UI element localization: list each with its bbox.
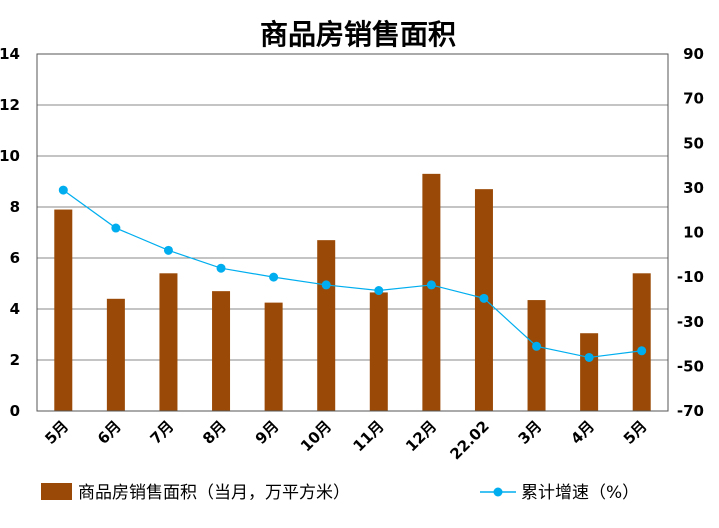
x-axis-tick-label: 11月 — [350, 417, 388, 455]
x-axis-tick-label: 8月 — [199, 417, 230, 448]
x-axis-tick-label: 10月 — [297, 417, 335, 455]
line-series — [58, 185, 647, 362]
line-point — [58, 185, 68, 195]
x-axis-tick-label: 9月 — [252, 417, 283, 448]
right-axis-tick-label: -50 — [677, 357, 704, 375]
x-axis-tick-label: 12月 — [402, 417, 440, 455]
right-axis-tick-label: -10 — [677, 268, 704, 286]
left-axis-tick-label: 4 — [10, 300, 20, 318]
bar-series — [54, 173, 651, 411]
legend-line-label: 累计增速（%） — [521, 483, 639, 503]
line-point — [321, 280, 331, 290]
x-axis-tick-label: 5月 — [620, 417, 651, 448]
line-point — [479, 293, 489, 303]
x-axis-tick-label: 4月 — [567, 417, 598, 448]
legend-bar-label: 商品房销售面积（当月，万平方米） — [78, 483, 350, 503]
x-axis-tick-label: 3月 — [515, 417, 546, 448]
bar — [317, 240, 336, 411]
line-point — [163, 245, 173, 255]
legend: 商品房销售面积（当月，万平方米） 累计增速（%） — [41, 483, 639, 503]
right-axis-tick-label: 50 — [683, 134, 704, 152]
line-point — [637, 346, 647, 356]
line-point — [426, 280, 436, 290]
bar — [264, 302, 283, 411]
bar — [159, 273, 178, 411]
left-axis-tick-label: 14 — [0, 45, 20, 63]
left-axis-tick-label: 12 — [0, 96, 20, 114]
bar — [580, 333, 599, 411]
line-point — [111, 223, 121, 233]
bar — [369, 292, 388, 411]
left-axis-tick-label: 0 — [10, 402, 20, 420]
right-axis-tick-label: 10 — [683, 224, 704, 242]
right-axis-tick-label: -30 — [677, 313, 704, 331]
right-axis-tick-label: 70 — [683, 90, 704, 108]
legend-bar-swatch — [41, 483, 72, 500]
x-axis-tick-label: 5月 — [41, 417, 72, 448]
line-point — [269, 272, 279, 282]
bar — [106, 298, 125, 411]
left-axis-tick-label: 10 — [0, 147, 20, 165]
right-axis-tick-label: 30 — [683, 179, 704, 197]
x-axis-tick-label: 7月 — [147, 417, 178, 448]
bar — [632, 273, 651, 411]
line-point — [532, 341, 542, 351]
left-axis-tick-label: 8 — [10, 198, 20, 216]
bar — [527, 300, 546, 411]
line-point — [584, 352, 594, 362]
legend-line-marker — [493, 487, 503, 497]
axes: 0 2 4 6 8 10 12 14 -70 -50 -30 -10 10 30 50 70 90 5月 6月 7月 8… — [0, 45, 704, 463]
growth-line — [62, 189, 642, 359]
gridlines — [37, 53, 668, 361]
bar — [422, 173, 441, 411]
x-axis-tick-label: 6月 — [94, 417, 125, 448]
chart-title: 商品房销售面积 — [260, 18, 456, 51]
plot-frame — [36, 53, 669, 412]
right-axis-tick-label: -70 — [677, 402, 704, 420]
x-axis-tick-label: 22.02 — [447, 417, 493, 463]
right-axis-tick-label: 90 — [683, 45, 704, 63]
bar — [54, 209, 73, 411]
line-point — [374, 286, 384, 296]
bar — [212, 291, 231, 411]
left-axis-tick-label: 2 — [10, 351, 20, 369]
line-point — [216, 263, 226, 273]
left-axis-tick-label: 6 — [10, 249, 20, 267]
